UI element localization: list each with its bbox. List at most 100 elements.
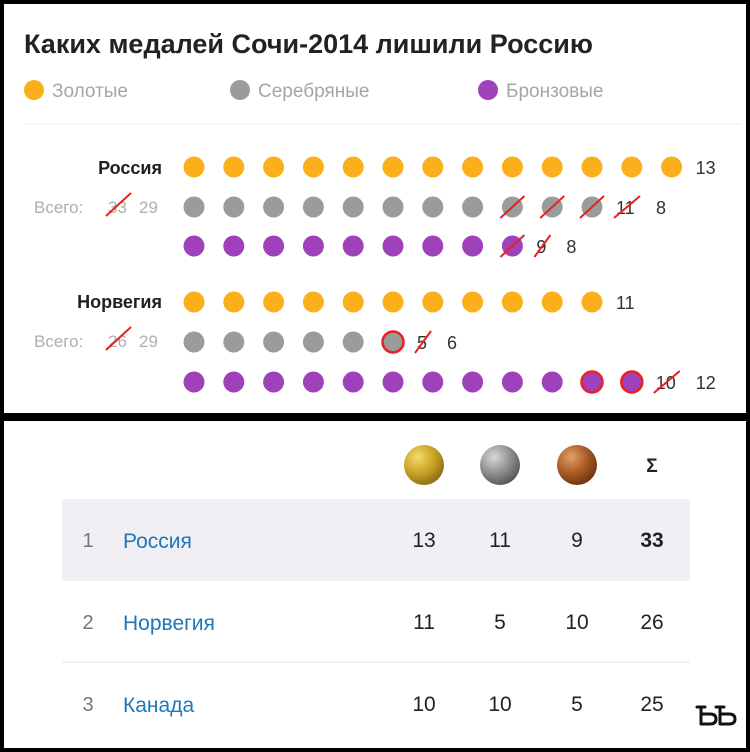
- medal-dot-silver-russia: [462, 196, 484, 218]
- medal-dot-gold-norway: [541, 291, 563, 313]
- medal-dot-gold-norway: [462, 291, 484, 313]
- medal-dot-gold-russia: [501, 156, 523, 178]
- total-prefix-norway: Всего:: [34, 332, 83, 351]
- medal-dot-silver-russia: [382, 196, 404, 218]
- old-count-strike-norway: [414, 330, 432, 354]
- medal-dot-gold-russia: [183, 156, 205, 178]
- medal-dot-gold-norway: [581, 291, 603, 313]
- medal-dot-bronze-russia: [382, 235, 404, 257]
- silver-cell: 10: [488, 693, 511, 716]
- medal-dot-gold-russia: [382, 156, 404, 178]
- bronze-medal-icon: [557, 445, 597, 485]
- medal-dot-bronze-norway: [620, 370, 644, 394]
- medal-dot-bronze-russia: [462, 235, 484, 257]
- gold-cell: 10: [412, 693, 435, 716]
- medal-dot-silver-russia: [342, 196, 364, 218]
- medal-dot-bronze-norway: [263, 371, 285, 393]
- rank-cell: 1: [82, 530, 93, 552]
- total-new-russia: 29: [139, 198, 158, 217]
- total-old-strike-norway: [105, 326, 132, 351]
- table-row[interactable]: 1 Россия 13 11 9 33: [62, 499, 690, 579]
- medal-dot-silver-russia: [263, 196, 285, 218]
- medal-dot-bronze-norway: [223, 371, 245, 393]
- gold-medal-icon: [404, 445, 444, 485]
- medal-dot-silver-norway: [263, 331, 285, 353]
- medal-dot-bronze-norway: [422, 371, 444, 393]
- sum-header: Σ: [646, 456, 657, 477]
- count-gold-norway: 11: [616, 293, 635, 313]
- medal-dot-bronze-norway: [541, 371, 563, 393]
- medal-dot-silver-russia: [223, 196, 245, 218]
- total-cell: 33: [640, 529, 663, 552]
- strike-mark-russia: [499, 195, 526, 219]
- medal-dot-gold-russia: [581, 156, 603, 178]
- medal-dot-chart-panel: Каких медалей Сочи-2014 лишили Россию Зо…: [0, 0, 750, 417]
- medal-dot-gold-norway: [302, 291, 324, 313]
- medal-dot-gold-norway: [342, 291, 364, 313]
- medal-dot-gold-russia: [541, 156, 563, 178]
- total-cell: 25: [640, 693, 663, 716]
- medal-dot-gold-norway: [382, 291, 404, 313]
- country-link[interactable]: Канада: [123, 694, 194, 717]
- watermark-logo: [695, 705, 737, 726]
- medal-dot-gold-norway: [183, 291, 205, 313]
- count-silver-russia: 8: [656, 198, 666, 218]
- country-link[interactable]: Россия: [123, 530, 192, 553]
- medal-dot-gold-russia: [621, 156, 643, 178]
- legend-label-silver: Серебряные: [258, 81, 369, 102]
- total-old-russia: 33: [108, 198, 127, 217]
- medal-dot-gold-russia: [302, 156, 324, 178]
- gold-cell: 11: [413, 611, 435, 634]
- count-bronze-russia: 8: [566, 237, 576, 257]
- silver-cell: 5: [494, 611, 506, 634]
- bronze-cell: 9: [571, 529, 583, 552]
- bronze-cell: 10: [565, 611, 588, 634]
- rank-cell: 3: [82, 694, 93, 716]
- medal-dot-gold-norway: [422, 291, 444, 313]
- old-count-strike-norway: [653, 370, 681, 394]
- medal-dot-gold-norway: [501, 291, 523, 313]
- table-row[interactable]: 2 Норвегия 11 5 10 26: [82, 611, 663, 635]
- medal-dot-bronze-russia: [302, 235, 324, 257]
- medal-dot-silver-norway: [381, 330, 405, 354]
- medal-dot-gold-russia: [661, 156, 683, 178]
- legend: Золотые Серебряные Бронзовые: [24, 80, 603, 102]
- silver-cell: 11: [489, 529, 511, 552]
- count-bronze-norway: 12: [696, 373, 716, 393]
- medal-dot-gold-russia: [263, 156, 285, 178]
- medal-dot-bronze-russia: [183, 235, 205, 257]
- rank-cell: 2: [82, 612, 93, 634]
- medal-dot-bronze-russia: [342, 235, 364, 257]
- country-link[interactable]: Норвегия: [123, 612, 215, 635]
- legend-swatch-gold: [24, 80, 44, 100]
- legend-swatch-silver: [230, 80, 250, 100]
- medal-dot-chart: Каких медалей Сочи-2014 лишили Россию Зо…: [24, 29, 742, 394]
- medal-dot-bronze-norway: [302, 371, 324, 393]
- medal-dot-bronze-norway: [342, 371, 364, 393]
- legend-label-gold: Золотые: [52, 81, 128, 102]
- medal-table-panel: Σ 1 Россия 13 11 9 33 2 Норвегия 11 5 10…: [0, 417, 750, 752]
- total-cell: 26: [640, 611, 663, 634]
- count-silver-norway: 6: [447, 333, 457, 353]
- strike-mark-russia: [579, 195, 605, 219]
- table-row[interactable]: 3 Канада 10 10 5 25: [82, 693, 663, 717]
- medal-dot-bronze-russia: [263, 235, 285, 257]
- medal-dot-bronze-russia: [223, 235, 245, 257]
- medal-dot-silver-russia: [183, 196, 205, 218]
- total-old-strike-russia: [105, 192, 132, 217]
- medal-dot-gold-norway: [263, 291, 285, 313]
- chart-title: Каких медалей Сочи-2014 лишили Россию: [24, 29, 593, 59]
- count-gold-russia: 13: [696, 158, 716, 178]
- strike-mark-russia: [539, 195, 565, 219]
- country-label-norway: Норвегия: [77, 292, 162, 312]
- old-count-strike-russia: [613, 195, 641, 219]
- medal-table: Σ 1 Россия 13 11 9 33 2 Норвегия 11 5 10…: [62, 445, 737, 726]
- medal-dot-bronze-russia: [422, 235, 444, 257]
- medal-dot-gold-russia: [223, 156, 245, 178]
- legend-swatch-bronze: [478, 80, 498, 100]
- medal-dot-gold-norway: [223, 291, 245, 313]
- medal-dot-gold-russia: [342, 156, 364, 178]
- legend-label-bronze: Бронзовые: [506, 81, 603, 102]
- bronze-cell: 5: [571, 693, 583, 716]
